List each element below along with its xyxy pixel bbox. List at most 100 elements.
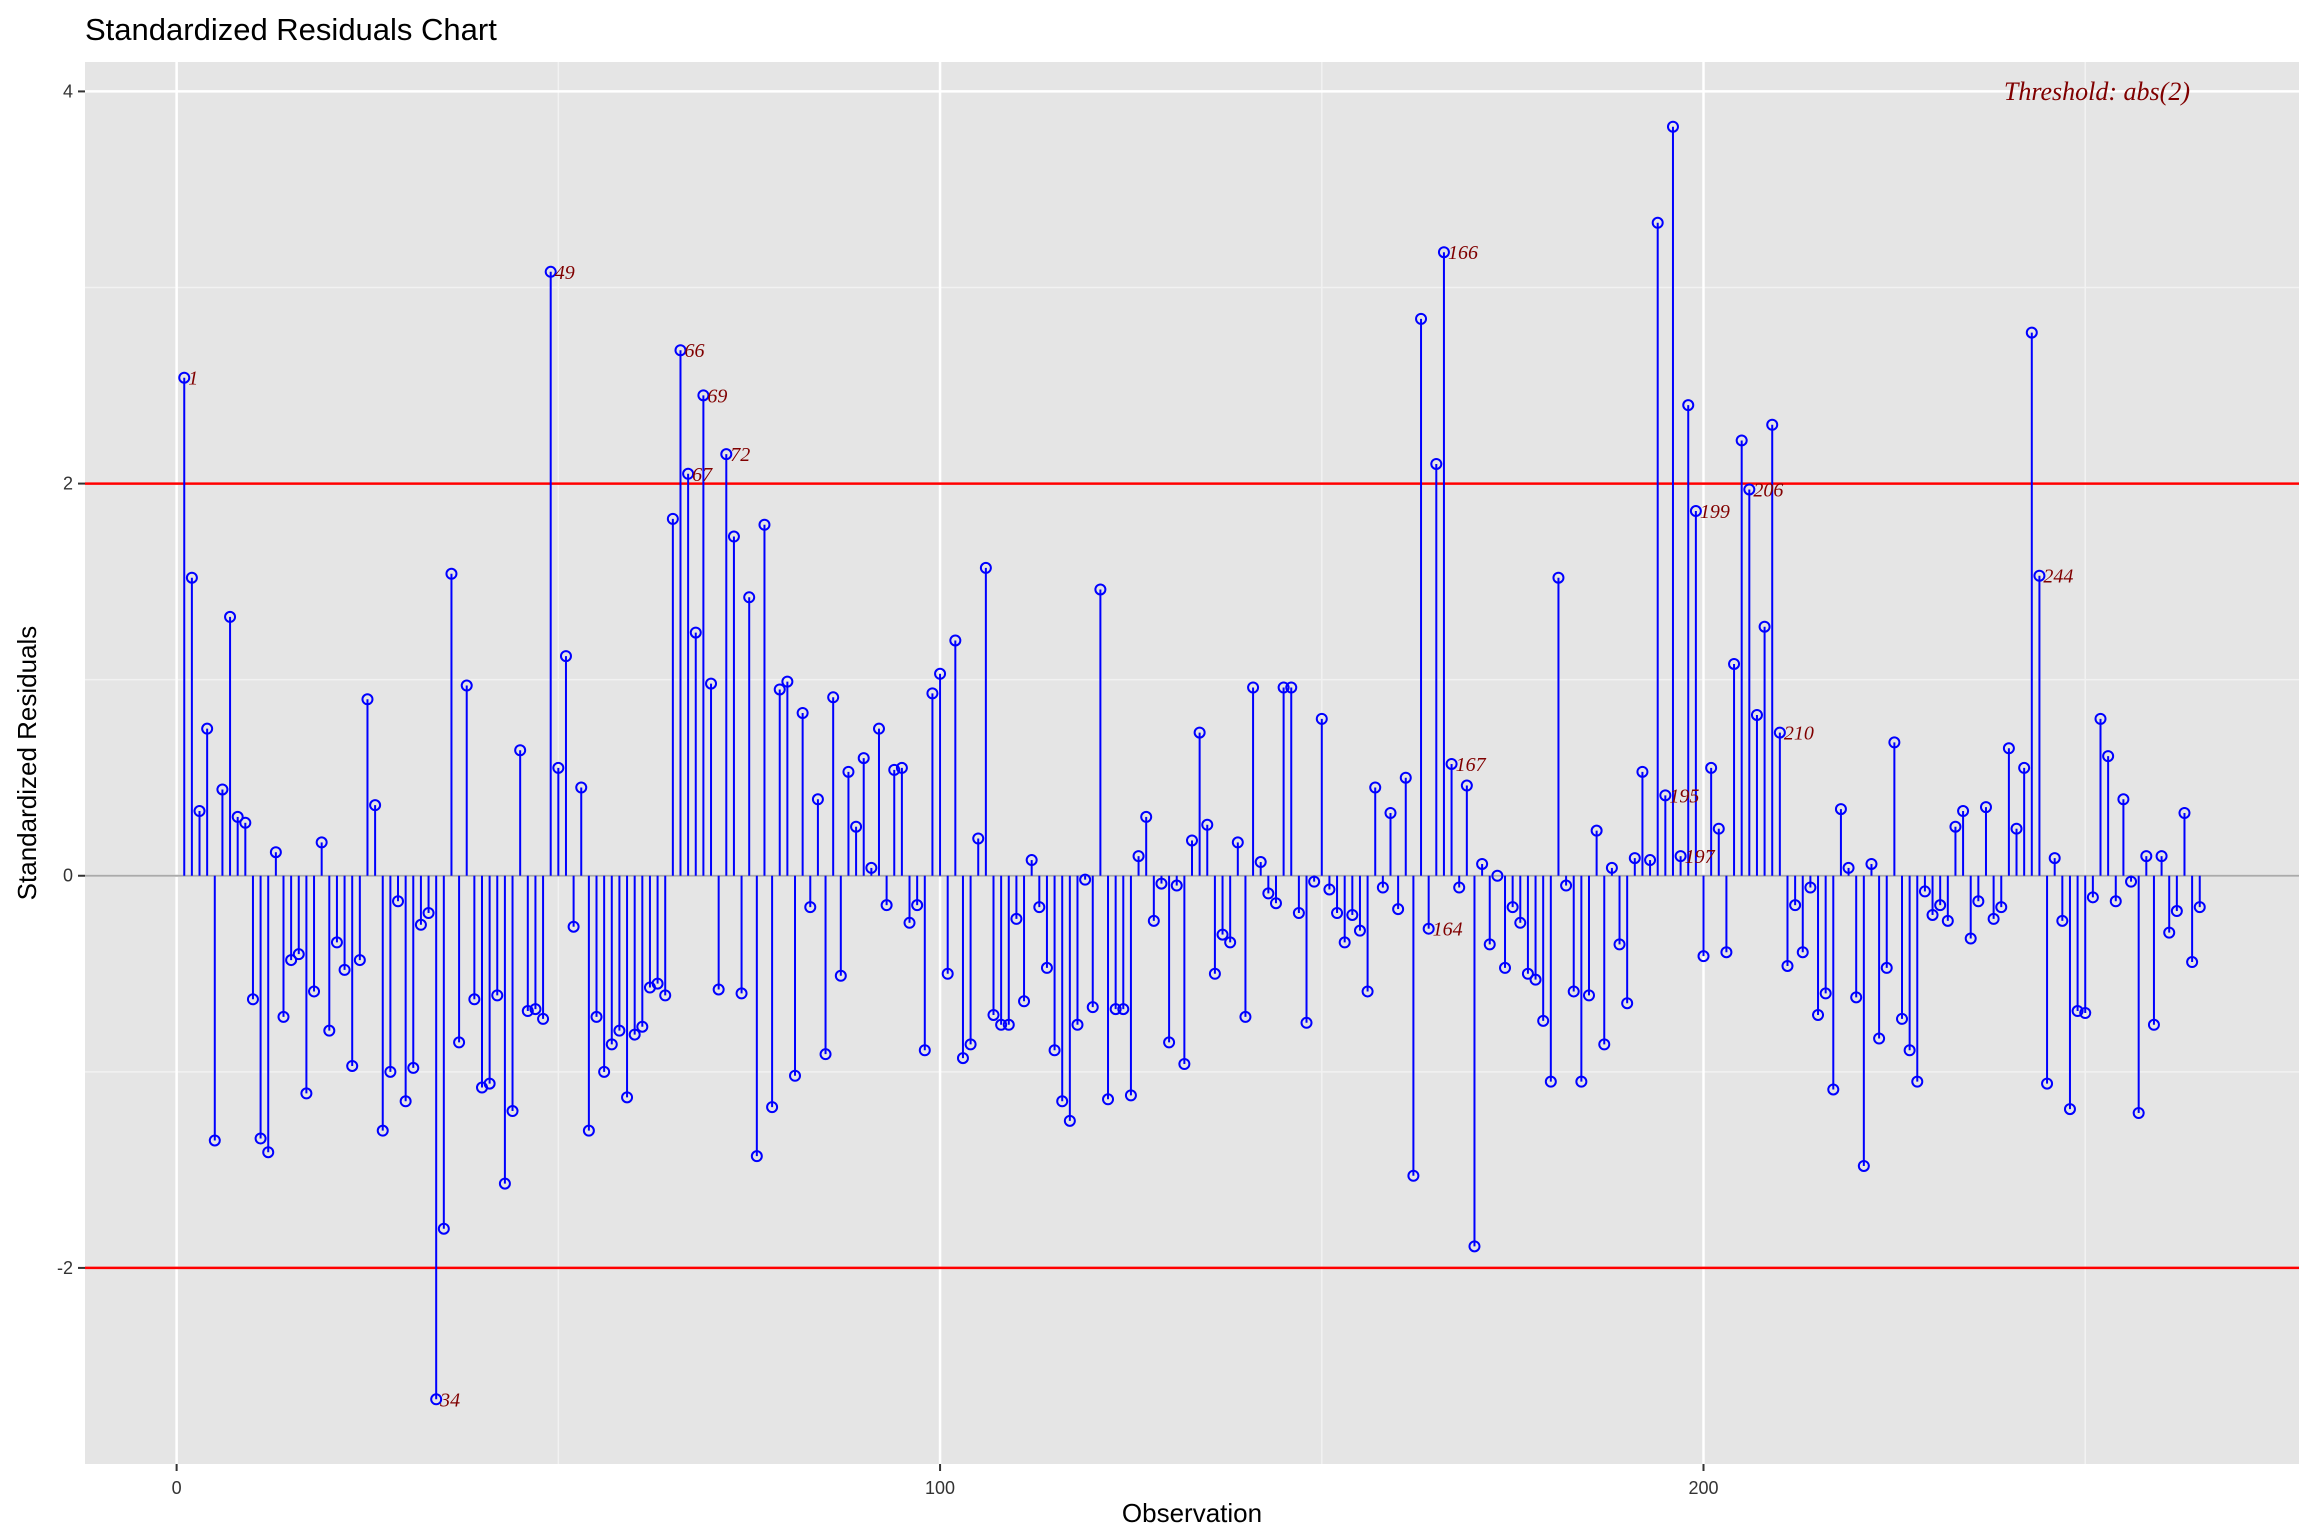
residual-point — [842, 765, 855, 778]
residual-point — [1728, 657, 1741, 670]
residual-point — [1766, 418, 1779, 431]
residual-point — [521, 1005, 534, 1018]
outlier-label: 195 — [1669, 785, 1699, 807]
residual-point — [1025, 854, 1038, 867]
x-axis: 0 100 200 — [172, 1464, 1719, 1498]
x-axis-title: Observation — [1122, 1498, 1262, 1528]
residual-point — [1178, 1057, 1191, 1070]
outlier-label: 164 — [1433, 919, 1463, 941]
residual-point — [552, 761, 565, 774]
residual-point — [1033, 901, 1046, 914]
residual-point — [414, 918, 427, 931]
residual-point — [2056, 914, 2069, 927]
residual-point — [903, 916, 916, 929]
residual-point — [987, 1008, 1000, 1021]
residual-point — [2094, 712, 2107, 725]
outlier-label: 1 — [188, 368, 198, 390]
residual-point — [1056, 1095, 1069, 1108]
residual-point — [1979, 801, 1992, 814]
residual-point — [1750, 708, 1763, 721]
outlier-label: 197 — [1685, 846, 1716, 868]
residual-point — [338, 963, 351, 976]
residual-point — [2063, 1103, 2076, 1116]
residual-point — [346, 1059, 359, 1072]
residual-point — [750, 1150, 763, 1163]
outlier-label: 49 — [555, 262, 575, 284]
residual-point — [1850, 991, 1863, 1004]
residual-point — [911, 899, 924, 912]
residual-point — [369, 799, 382, 812]
residual-point — [246, 993, 259, 1006]
residual-point — [850, 820, 863, 833]
outlier-label: 66 — [684, 340, 704, 362]
residual-point — [376, 1124, 389, 1137]
residual-point — [567, 920, 580, 933]
residual-point — [453, 1036, 466, 1049]
residual-point — [178, 371, 191, 384]
residual-point — [437, 1222, 450, 1235]
residual-point — [285, 954, 298, 967]
residual-point — [1514, 916, 1527, 929]
residual-point — [1445, 757, 1458, 770]
residual-point — [2071, 1005, 2084, 1018]
residual-point — [979, 561, 992, 574]
residual-point — [1392, 903, 1405, 916]
residual-point — [1094, 583, 1107, 596]
residual-point — [1369, 781, 1382, 794]
residual-point — [407, 1061, 420, 1074]
outlier-label: 210 — [1784, 723, 1814, 745]
residual-point — [628, 1028, 641, 1041]
residual-point — [1140, 810, 1153, 823]
residual-point — [926, 687, 939, 700]
residual-point — [880, 899, 893, 912]
residual-point — [193, 805, 206, 818]
residual-point — [315, 836, 328, 849]
residual-point — [1315, 712, 1328, 725]
residual-point — [1567, 985, 1580, 998]
residual-point — [1789, 899, 1802, 912]
points — [178, 120, 2206, 1406]
residual-point — [2178, 807, 2191, 820]
residual-point — [1361, 985, 1374, 998]
residual-point — [262, 1146, 275, 1159]
x-tick-label: 0 — [172, 1478, 182, 1498]
residual-point — [330, 936, 343, 949]
residual-point — [1644, 854, 1657, 867]
residual-point — [2170, 905, 2183, 918]
residual-point — [773, 683, 786, 696]
y-axis-title: Standardized Residuals — [12, 626, 42, 901]
residual-point — [1903, 1044, 1916, 1057]
residual-point — [796, 706, 809, 719]
residual-point — [1269, 897, 1282, 910]
residual-point — [590, 1010, 603, 1023]
residual-point — [605, 1038, 618, 1051]
x-tick-label: 200 — [1688, 1478, 1718, 1498]
residual-point — [559, 650, 572, 663]
residual-point — [224, 610, 237, 623]
residual-point — [208, 1134, 221, 1147]
residual-point — [941, 967, 954, 980]
residual-point — [1117, 1003, 1130, 1016]
residual-point — [1384, 807, 1397, 820]
residual-point — [1781, 959, 1794, 972]
residual-point — [1941, 914, 1954, 927]
y-axis: -2 0 2 4 — [57, 81, 85, 1278]
residual-point — [2086, 891, 2099, 904]
residual-point — [2193, 901, 2206, 914]
residual-point — [2109, 895, 2122, 908]
residual-point — [1224, 936, 1237, 949]
residual-point — [1666, 120, 1679, 133]
residual-point — [1560, 879, 1573, 892]
residual-point — [918, 1044, 931, 1057]
residual-point — [1590, 824, 1603, 837]
residual-point — [1346, 908, 1359, 921]
residual-point — [185, 571, 198, 584]
residual-point — [659, 989, 672, 1002]
residual-point — [544, 265, 557, 278]
residual-point — [1132, 850, 1145, 863]
residual-point — [964, 1038, 977, 1051]
residual-point — [1712, 822, 1725, 835]
residual-point — [2010, 822, 2023, 835]
residual-point — [2147, 1018, 2160, 1031]
